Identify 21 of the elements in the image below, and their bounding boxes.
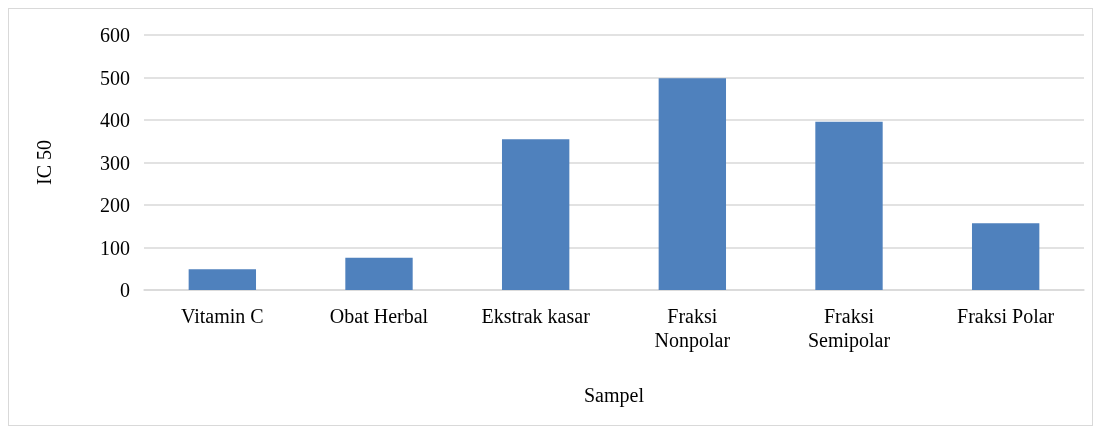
bar: [815, 121, 883, 290]
y-tick-label: 200: [100, 194, 130, 216]
x-tick-label: Fraksi Nonpolar: [654, 305, 731, 352]
y-tick-label: 600: [100, 24, 130, 46]
y-tick-label: 0: [120, 279, 130, 301]
bar: [188, 269, 257, 290]
y-axis-title: IC 50: [33, 140, 55, 185]
y-tick-label: 100: [100, 236, 130, 259]
y-tick-label: 500: [100, 66, 130, 89]
bar: [658, 78, 727, 290]
y-tick-label: 400: [100, 109, 130, 131]
x-tick-label: Vitamin C: [180, 305, 264, 327]
bar: [971, 223, 1040, 290]
bar: [501, 139, 570, 290]
x-tick-label: Fraksi Semipolar: [807, 305, 891, 352]
x-tick-label: Obat Herbal: [329, 305, 429, 327]
y-tick-label: 300: [100, 151, 130, 174]
x-axis-title: Sampel: [584, 384, 645, 407]
bar: [345, 257, 413, 290]
x-tick-label: Ekstrak kasar: [481, 305, 591, 327]
x-tick-label: Fraksi Polar: [957, 305, 1055, 327]
